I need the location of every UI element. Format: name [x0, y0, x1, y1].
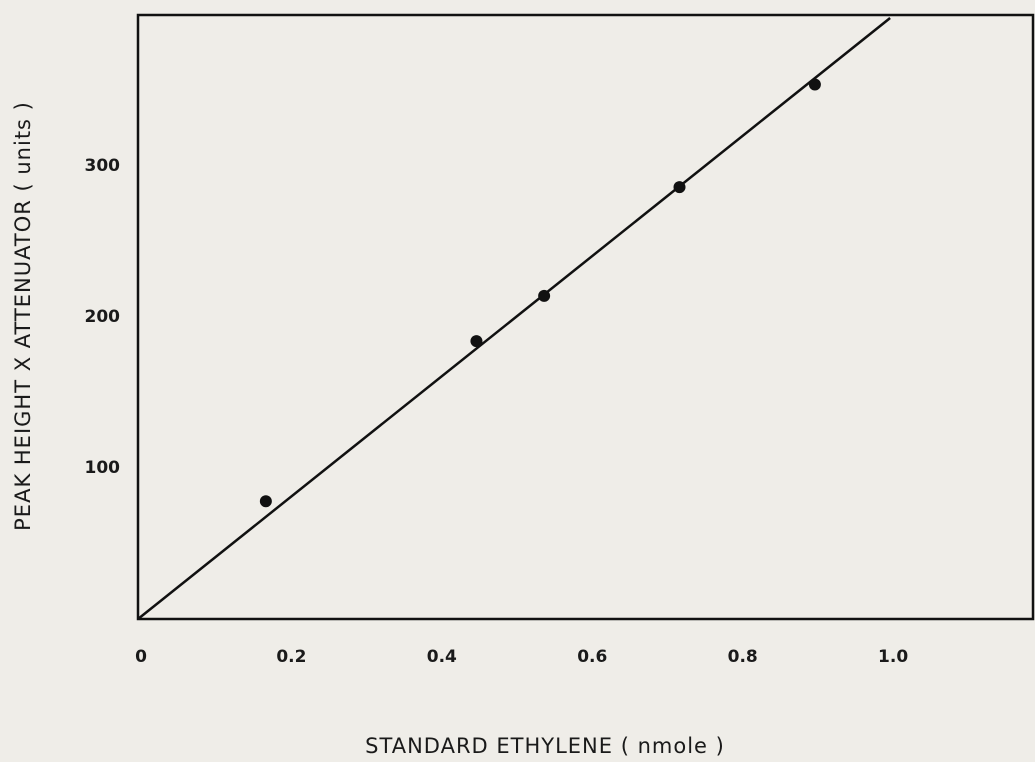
x-tick-label: 0.8	[728, 647, 758, 667]
data-point	[674, 181, 686, 193]
y-tick-label: 300	[85, 156, 121, 176]
x-tick-label: 1.0	[878, 647, 908, 667]
data-point	[538, 290, 550, 302]
x-axis-title: STANDARD ETHYLENE ( nmole )	[365, 734, 725, 758]
x-tick-label: 0.4	[427, 647, 457, 667]
data-point	[260, 495, 272, 507]
x-tick-label: 0	[135, 647, 147, 667]
data-point	[470, 335, 482, 347]
page: {"chart_data": { "type": "scatter", "x_l…	[0, 0, 1035, 762]
x-tick-label: 0.6	[577, 647, 607, 667]
chart: STANDARD ETHYLENE ( nmole ) PEAK HEIGHT …	[0, 0, 1035, 762]
y-tick-label: 200	[85, 307, 121, 327]
y-axis-title: PEAK HEIGHT X ATTENUATOR ( units )	[11, 101, 35, 531]
plot-frame	[138, 15, 1033, 619]
x-tick-label: 0.2	[276, 647, 306, 667]
y-tick-label: 100	[85, 458, 121, 478]
fit-line	[138, 18, 890, 619]
data-point	[809, 78, 821, 90]
